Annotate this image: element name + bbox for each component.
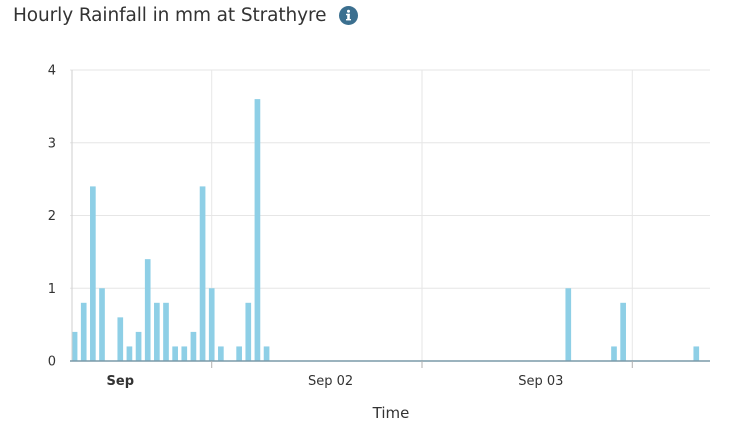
rainfall-bar[interactable] (190, 331, 197, 361)
y-tick-label: 3 (48, 136, 56, 151)
chart-title: Hourly Rainfall in mm at Strathyre (13, 5, 327, 26)
rainfall-bar[interactable] (163, 302, 169, 361)
grid-layer (70, 69, 710, 361)
bar-layer (71, 99, 700, 361)
label-layer: 0 1 2 3 4 Sep Sep 02 Sep 03 (48, 64, 564, 390)
rainfall-bar[interactable] (693, 346, 700, 361)
rainfall-bar[interactable] (263, 346, 270, 361)
info-icon-glyph (346, 9, 352, 21)
rainfall-bar[interactable] (144, 259, 151, 361)
rainfall-bar[interactable] (135, 331, 142, 361)
chart-title-row: Hourly Rainfall in mm at Strathyre (13, 5, 359, 26)
y-tick-label: 2 (48, 209, 56, 224)
y-tick-label: 1 (48, 282, 56, 297)
x-tick-label: Sep (107, 374, 135, 389)
rainfall-bar[interactable] (90, 186, 96, 361)
y-tick-label: 4 (48, 64, 56, 79)
rainfall-bar[interactable] (181, 346, 188, 361)
x-axis-title: Time (372, 404, 410, 422)
rainfall-bar[interactable] (565, 288, 572, 361)
rainfall-bar[interactable] (172, 346, 178, 361)
axis-layer (70, 70, 710, 368)
rainfall-bar[interactable] (236, 346, 242, 361)
rainfall-bar[interactable] (208, 288, 215, 361)
rainfall-bar[interactable] (154, 302, 160, 361)
rainfall-bar[interactable] (99, 288, 105, 361)
x-tick-label: Sep 02 (308, 374, 353, 389)
y-tick-label: 0 (48, 355, 56, 370)
rainfall-bar[interactable] (254, 99, 261, 361)
rainfall-bar[interactable] (126, 346, 133, 361)
rainfall-bar[interactable] (71, 331, 78, 361)
x-tick-label: Sep 03 (518, 374, 563, 389)
rainfall-bar[interactable] (199, 186, 206, 361)
rainfall-bar[interactable] (620, 302, 626, 361)
rainfall-bar[interactable] (117, 317, 124, 361)
rainfall-bar[interactable] (611, 346, 617, 361)
rainfall-bar[interactable] (218, 346, 224, 361)
rainfall-bar[interactable] (80, 302, 87, 361)
rainfall-bar[interactable] (245, 302, 252, 361)
info-icon[interactable] (339, 6, 359, 25)
